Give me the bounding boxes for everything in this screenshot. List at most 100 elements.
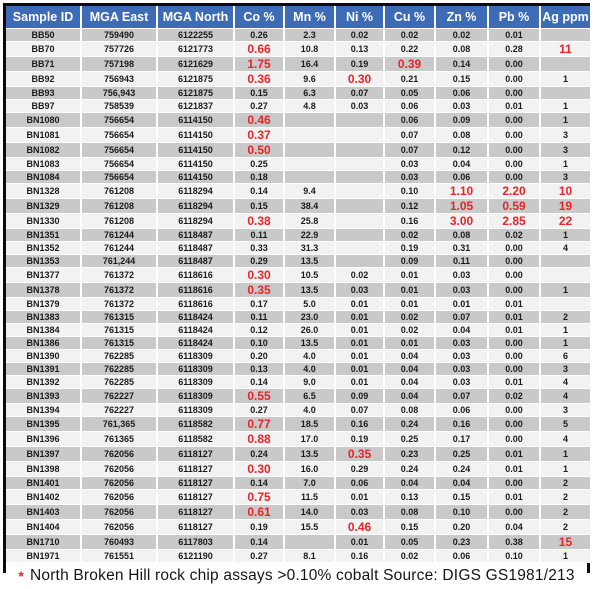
cell-ag <box>540 254 590 268</box>
cell-ni: 0.07 <box>335 86 385 100</box>
cell-north: 6118309 <box>157 349 235 363</box>
cell-mn <box>284 127 336 143</box>
cell-cu: 0.03 <box>384 157 436 171</box>
cell-pb: 0.01 <box>488 297 541 311</box>
cell-north: 6118582 <box>157 431 235 447</box>
cell-id: BN1401 <box>6 476 82 490</box>
table-row: BN1083 756654 6114150 0.25 0.03 0.04 0.00 1 <box>6 157 590 171</box>
cell-cu: 0.07 <box>384 142 436 158</box>
cell-zn: 0.06 <box>435 86 489 100</box>
cell-co: 0.18 <box>234 170 285 184</box>
cell-east: 762285 <box>81 362 158 376</box>
cell-north: 6121629 <box>157 56 235 72</box>
cell-east: 761365 <box>81 431 158 447</box>
cell-east: 761315 <box>81 310 158 324</box>
table-row: BB93 756,943 6121875 0.15 6.3 0.07 0.05 0.06 0.0… <box>6 86 590 100</box>
cell-north: 6121190 <box>157 549 235 563</box>
cell-zn: 0.01 <box>435 297 489 311</box>
cell-north: 6122255 <box>157 28 235 42</box>
cell-north: 6118582 <box>157 416 235 432</box>
table-row: BN1351 761244 6118487 0.11 22.9 0.02 0.08 0.02 1 <box>6 228 590 242</box>
cell-ni: 0.09 <box>335 388 385 404</box>
cell-ni: 0.16 <box>335 549 385 563</box>
cell-id: BN1328 <box>6 183 82 199</box>
cell-id: BN1353 <box>6 254 82 268</box>
cell-id: BN1083 <box>6 157 82 171</box>
cell-zn: 0.15 <box>435 489 489 505</box>
table-row: BN1082 756654 6114150 0.50 0.07 0.12 0.00 3 <box>6 142 590 158</box>
cell-ni: 0.46 <box>335 519 385 535</box>
cell-co: 0.13 <box>234 362 285 376</box>
cell-cu: 0.04 <box>384 476 436 490</box>
cell-ni <box>335 183 385 199</box>
cell-co: 0.19 <box>234 519 285 535</box>
cell-north: 6118309 <box>157 403 235 417</box>
column-header-co: Co % <box>234 6 285 29</box>
cell-zn: 0.08 <box>435 127 489 143</box>
cell-id: BB71 <box>6 56 82 72</box>
footnote-asterisk: * <box>18 568 24 584</box>
cell-east: 756,943 <box>81 86 158 100</box>
cell-pb: 0.01 <box>488 461 541 477</box>
cell-zn: 0.03 <box>435 336 489 350</box>
cell-mn: 4.0 <box>284 403 336 417</box>
cell-pb: 2.85 <box>488 213 541 229</box>
cell-zn: 0.04 <box>435 323 489 337</box>
column-header-north: MGA North <box>157 6 235 29</box>
cell-cu: 0.02 <box>384 323 436 337</box>
cell-ag: 3 <box>540 127 590 143</box>
cell-co: 0.29 <box>234 254 285 268</box>
cell-id: BN1971 <box>6 549 82 563</box>
cell-co: 0.38 <box>234 213 285 229</box>
cell-cu: 0.06 <box>384 112 436 128</box>
cell-co: 0.24 <box>234 446 285 462</box>
table-row: BB50 759490 6122255 0.26 2.3 0.02 0.02 0.02 0.01 <box>6 28 590 42</box>
cell-ni <box>335 228 385 242</box>
cell-east: 762056 <box>81 504 158 520</box>
cell-pb: 0.01 <box>488 310 541 324</box>
cell-mn: 8.1 <box>284 549 336 563</box>
cell-east: 761372 <box>81 267 158 283</box>
cell-zn: 0.23 <box>435 534 489 550</box>
table-row: BN1377 761372 6118616 0.30 10.5 0.02 0.01 0.03 0… <box>6 267 590 283</box>
table-row: BN1384 761315 6118424 0.12 26.0 0.01 0.02 0.04 0… <box>6 323 590 337</box>
cell-mn: 22.9 <box>284 228 336 242</box>
cell-zn: 0.11 <box>435 254 489 268</box>
cell-north: 6114150 <box>157 142 235 158</box>
cell-ag: 11 <box>540 41 590 57</box>
cell-ni: 0.29 <box>335 461 385 477</box>
cell-id: BN1384 <box>6 323 82 337</box>
column-header-cu: Cu % <box>384 6 436 29</box>
cell-cu: 0.06 <box>384 99 436 113</box>
cell-pb: 0.00 <box>488 336 541 350</box>
cell-east: 756654 <box>81 157 158 171</box>
cell-north: 6121875 <box>157 71 235 87</box>
table-row: BN1084 756654 6114150 0.18 0.03 0.06 0.00 3 <box>6 170 590 184</box>
cell-pb: 0.00 <box>488 142 541 158</box>
cell-ni: 0.01 <box>335 362 385 376</box>
cell-mn: 4.8 <box>284 99 336 113</box>
cell-ag: 1 <box>540 71 590 87</box>
cell-co: 0.11 <box>234 310 285 324</box>
cell-mn <box>284 170 336 184</box>
cell-id: BN1392 <box>6 375 82 389</box>
cell-pb: 0.00 <box>488 254 541 268</box>
cell-mn: 25.8 <box>284 213 336 229</box>
cell-pb: 0.02 <box>488 228 541 242</box>
cell-ag: 4 <box>540 241 590 255</box>
cell-cu: 0.19 <box>384 241 436 255</box>
cell-pb: 0.10 <box>488 549 541 563</box>
cell-north: 6121837 <box>157 99 235 113</box>
cell-ag <box>540 28 590 42</box>
cell-ag: 1 <box>540 99 590 113</box>
cell-east: 756654 <box>81 170 158 184</box>
table-row: BN1353 761,244 6118487 0.29 13.5 0.09 0.11 0.00 <box>6 254 590 268</box>
table-row: BN1394 762227 6118309 0.27 4.0 0.07 0.08 0.06 0.… <box>6 403 590 417</box>
cell-zn: 0.09 <box>435 112 489 128</box>
cell-north: 6118616 <box>157 297 235 311</box>
column-header-id: Sample ID <box>6 6 82 29</box>
cell-pb: 0.01 <box>488 28 541 42</box>
cell-pb: 0.01 <box>488 446 541 462</box>
cell-id: BN1383 <box>6 310 82 324</box>
cell-ni: 0.01 <box>335 534 385 550</box>
